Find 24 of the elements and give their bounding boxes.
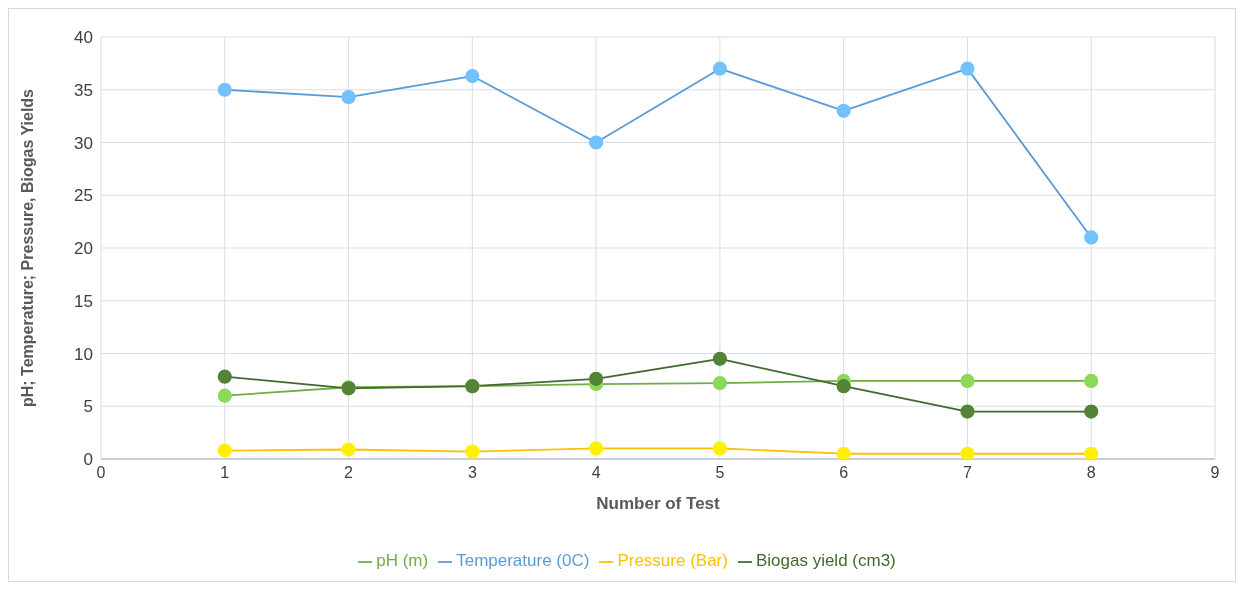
x-tick-label: 8 (1086, 464, 1096, 482)
x-tick-label: 9 (1210, 464, 1220, 482)
legend-label: Temperature (0C) (456, 551, 590, 570)
legend-label: Pressure (Bar) (617, 551, 728, 570)
legend-label: Biogas yield (cm3) (755, 551, 896, 570)
x-tick-label: 2 (344, 464, 354, 482)
y-axis-title: pH; Temperature; Pressure, Biogas Yields (18, 88, 36, 408)
x-tick-label: 7 (962, 464, 972, 482)
x-tick-label: 1 (220, 464, 230, 482)
y-tick-label: 15 (74, 291, 93, 311)
y-tick-label: 10 (74, 344, 93, 364)
x-tick-label: 4 (591, 464, 601, 482)
y-tick-label: 35 (74, 80, 93, 100)
x-tick-label: 5 (715, 464, 725, 482)
y-tick-label: 30 (74, 133, 93, 153)
legend-label: pH (m) (376, 551, 429, 570)
y-tick-label: 20 (74, 239, 93, 259)
y-tick-label: 25 (74, 186, 93, 206)
x-tick-label: 0 (96, 464, 106, 482)
y-tick-label: 40 (74, 28, 93, 48)
x-axis-title: Number of Test (596, 494, 721, 513)
y-tick-label: 5 (83, 397, 93, 417)
x-tick-label: 6 (839, 464, 849, 482)
x-tick-label: 3 (467, 464, 477, 482)
